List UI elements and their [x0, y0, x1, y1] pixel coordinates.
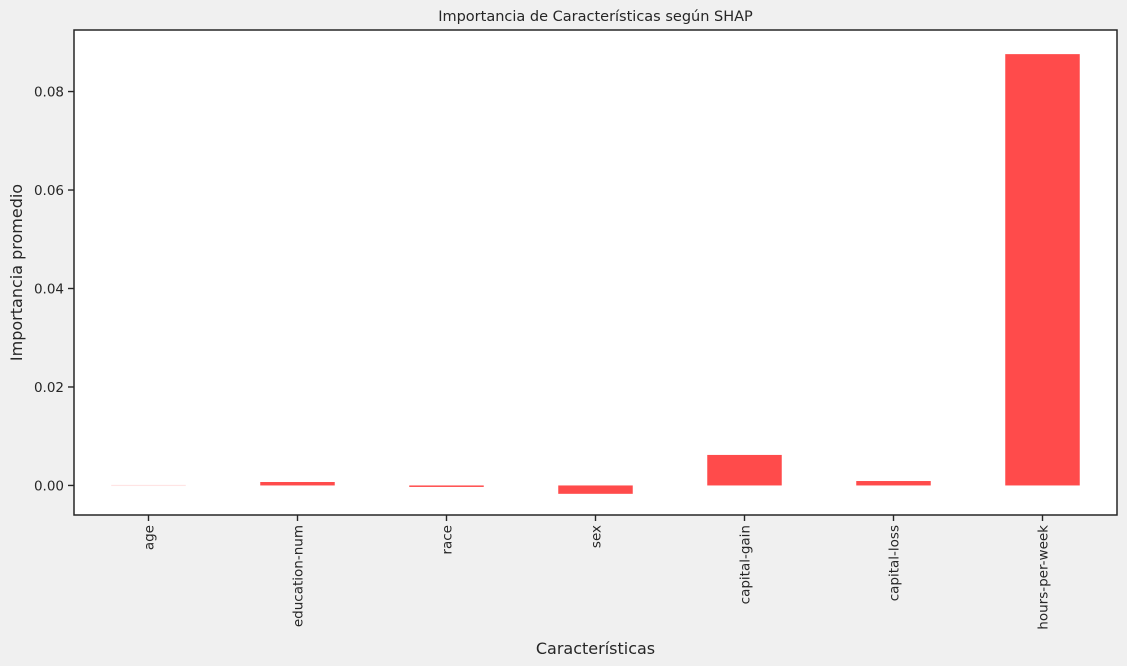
y-axis-title: Importancia promedio [7, 184, 26, 361]
y-tick-label: 0.00 [34, 478, 64, 494]
bar-education-num [260, 482, 335, 486]
bar-hours-per-week [1005, 54, 1080, 486]
y-tick-label: 0.04 [34, 282, 64, 298]
x-axis: age education-num race sex capital-gain capit… [142, 515, 1052, 630]
y-tick-label: 0.02 [34, 380, 64, 396]
bar-sex [558, 485, 633, 494]
chart-title: Importancia de Características según SHA… [438, 9, 753, 25]
y-tick-label: 0.06 [34, 183, 64, 199]
x-tick-label-race: race [440, 525, 456, 555]
bar-race [409, 485, 484, 487]
plot-area [73, 29, 1118, 516]
bar-age [111, 484, 186, 487]
x-axis-title: Características [536, 639, 655, 658]
x-tick-label-hours-per-week: hours-per-week [1036, 525, 1052, 630]
y-tick-label: 0.08 [34, 85, 64, 101]
x-tick-label-sex: sex [589, 525, 605, 548]
x-tick-label-age: age [142, 525, 158, 550]
bar-capital-loss [856, 481, 931, 486]
x-tick-label-capital-gain: capital-gain [738, 525, 754, 604]
bars-layer [111, 54, 1080, 494]
y-axis: 0.00 0.02 0.04 0.06 0.08 [34, 85, 74, 494]
bar-capital-gain [707, 454, 782, 486]
x-tick-label-capital-loss: capital-loss [887, 525, 903, 601]
x-tick-label-education-num: education-num [291, 525, 307, 627]
